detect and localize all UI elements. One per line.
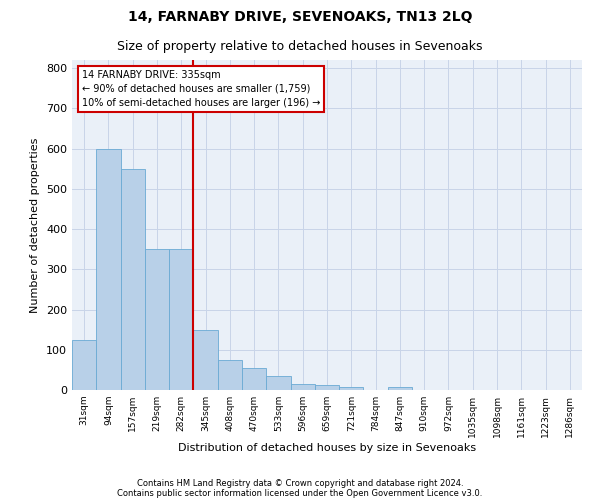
Text: Size of property relative to detached houses in Sevenoaks: Size of property relative to detached ho… bbox=[117, 40, 483, 53]
Bar bbox=[266, 376, 290, 390]
Bar bbox=[218, 360, 242, 390]
Text: 14, FARNABY DRIVE, SEVENOAKS, TN13 2LQ: 14, FARNABY DRIVE, SEVENOAKS, TN13 2LQ bbox=[128, 10, 472, 24]
Text: Contains public sector information licensed under the Open Government Licence v3: Contains public sector information licen… bbox=[118, 488, 482, 498]
X-axis label: Distribution of detached houses by size in Sevenoaks: Distribution of detached houses by size … bbox=[178, 442, 476, 452]
Bar bbox=[388, 387, 412, 390]
Bar bbox=[290, 384, 315, 390]
Y-axis label: Number of detached properties: Number of detached properties bbox=[31, 138, 40, 312]
Text: Contains HM Land Registry data © Crown copyright and database right 2024.: Contains HM Land Registry data © Crown c… bbox=[137, 478, 463, 488]
Bar bbox=[242, 368, 266, 390]
Bar bbox=[169, 249, 193, 390]
Bar bbox=[121, 168, 145, 390]
Text: 14 FARNABY DRIVE: 335sqm
← 90% of detached houses are smaller (1,759)
10% of sem: 14 FARNABY DRIVE: 335sqm ← 90% of detach… bbox=[82, 70, 320, 108]
Bar bbox=[315, 385, 339, 390]
Bar bbox=[339, 387, 364, 390]
Bar bbox=[96, 148, 121, 390]
Bar bbox=[193, 330, 218, 390]
Bar bbox=[72, 340, 96, 390]
Bar bbox=[145, 249, 169, 390]
